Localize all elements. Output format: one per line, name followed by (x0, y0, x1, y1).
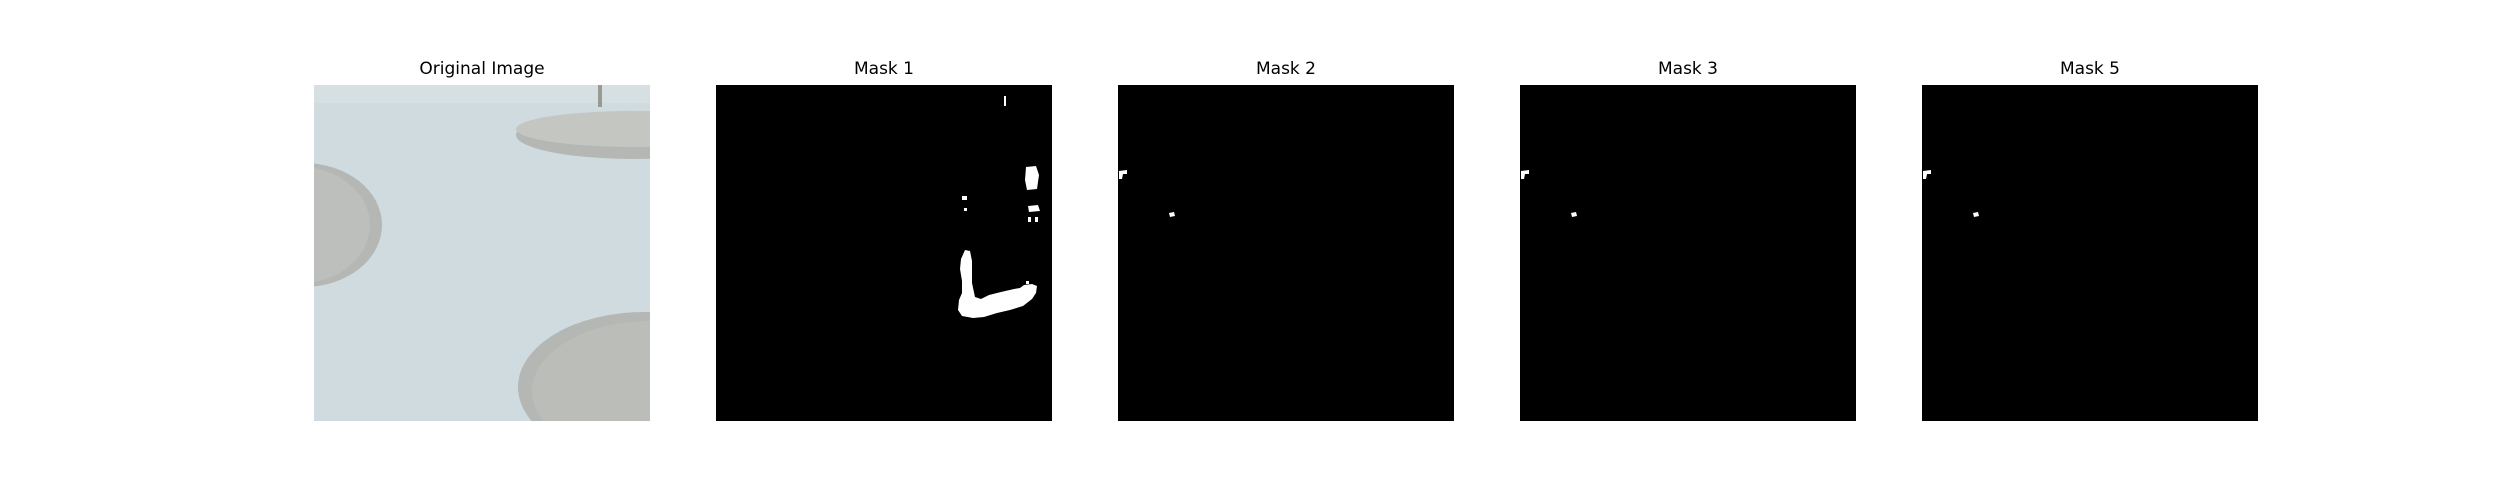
mask-background (1118, 85, 1454, 421)
panel-mask-1: Mask 1 (716, 54, 1052, 84)
mask-background (1922, 85, 2258, 421)
panel-mask-5: Mask 5 (1922, 54, 2258, 84)
panel-mask-2: Mask 2 (1118, 54, 1454, 84)
original-image (314, 85, 650, 421)
mask-1-image (716, 85, 1052, 421)
mask-blob (1004, 96, 1006, 106)
mask-blob (964, 208, 967, 211)
panel-original-image: Original Image (314, 54, 650, 84)
panel-title: Original Image (314, 54, 650, 84)
mask-3-image (1520, 85, 1856, 421)
panel-title: Mask 1 (716, 54, 1052, 84)
mask-2-image (1118, 85, 1454, 421)
mask-background (1520, 85, 1856, 421)
mask-blob (1026, 281, 1029, 284)
mask-5-image (1922, 85, 2258, 421)
mask-background (716, 85, 1052, 421)
mask-blob (1028, 205, 1040, 212)
panel-mask-3: Mask 3 (1520, 54, 1856, 84)
mask-blob (962, 196, 967, 200)
panel-title: Mask 2 (1118, 54, 1454, 84)
mask-blob (1028, 217, 1031, 222)
photo-post (598, 85, 602, 107)
panel-title: Mask 3 (1520, 54, 1856, 84)
panel-title: Mask 5 (1922, 54, 2258, 84)
mask-blob (1025, 166, 1039, 190)
mask-blob (1035, 217, 1038, 222)
